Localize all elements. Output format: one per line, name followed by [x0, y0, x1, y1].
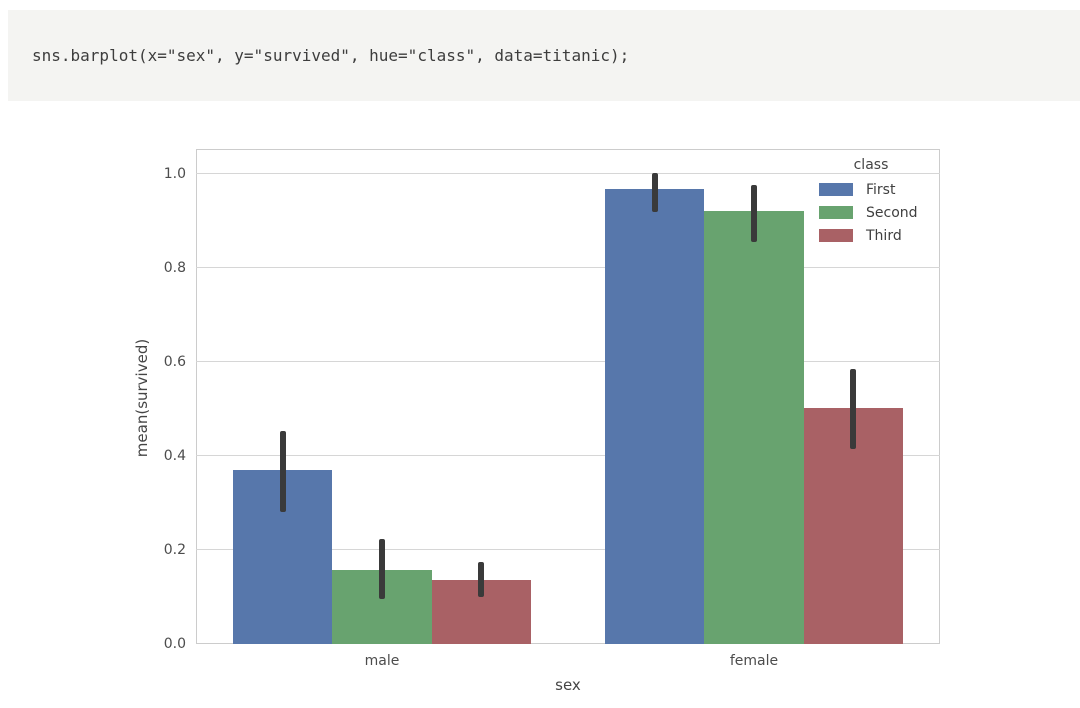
gridline: [196, 455, 940, 457]
bar-female-second: [704, 211, 804, 644]
legend-label-first: First: [866, 181, 896, 198]
errorbar-male-third: [478, 561, 485, 597]
errorbar-male-first: [279, 430, 286, 512]
legend-item-second: Second: [813, 201, 929, 224]
legend-swatch-first: [819, 183, 853, 196]
x-tick-label-female: female: [729, 653, 779, 669]
y-tick-label: 0.0: [163, 636, 186, 652]
y-axis-label: mean(survived): [133, 338, 151, 458]
legend-title: class: [853, 157, 889, 173]
legend-label-third: Third: [866, 227, 902, 244]
errorbar-female-second: [751, 185, 757, 243]
code-cell[interactable]: sns.barplot(x="sex", y="survived", hue="…: [8, 10, 1080, 101]
y-tick-label: 0.4: [163, 447, 186, 464]
legend: class First Second Third: [813, 156, 929, 247]
gridline: [196, 173, 940, 175]
errorbar-male-second: [379, 538, 385, 600]
x-tick-label-male: male: [364, 653, 400, 669]
bar-female-first: [605, 188, 705, 644]
gridline: [196, 549, 940, 551]
errorbar-female-first: [651, 172, 658, 212]
gridline: [196, 361, 940, 363]
y-tick-label: 1.0: [163, 165, 186, 182]
y-tick-label: 0.8: [163, 259, 186, 276]
y-tick-label: 0.2: [163, 541, 186, 558]
legend-item-first: First: [813, 178, 929, 201]
legend-rows: First Second Third: [813, 178, 929, 247]
gridline: [196, 267, 940, 269]
y-tick-label: 0.6: [163, 353, 186, 370]
errorbar-female-third: [850, 369, 857, 449]
legend-swatch-third: [819, 229, 853, 242]
legend-label-second: Second: [866, 204, 918, 221]
legend-item-third: Third: [813, 224, 929, 247]
legend-swatch-second: [819, 206, 853, 219]
code-text: sns.barplot(x="sex", y="survived", hue="…: [32, 46, 630, 65]
x-axis-label: sex: [555, 676, 581, 694]
